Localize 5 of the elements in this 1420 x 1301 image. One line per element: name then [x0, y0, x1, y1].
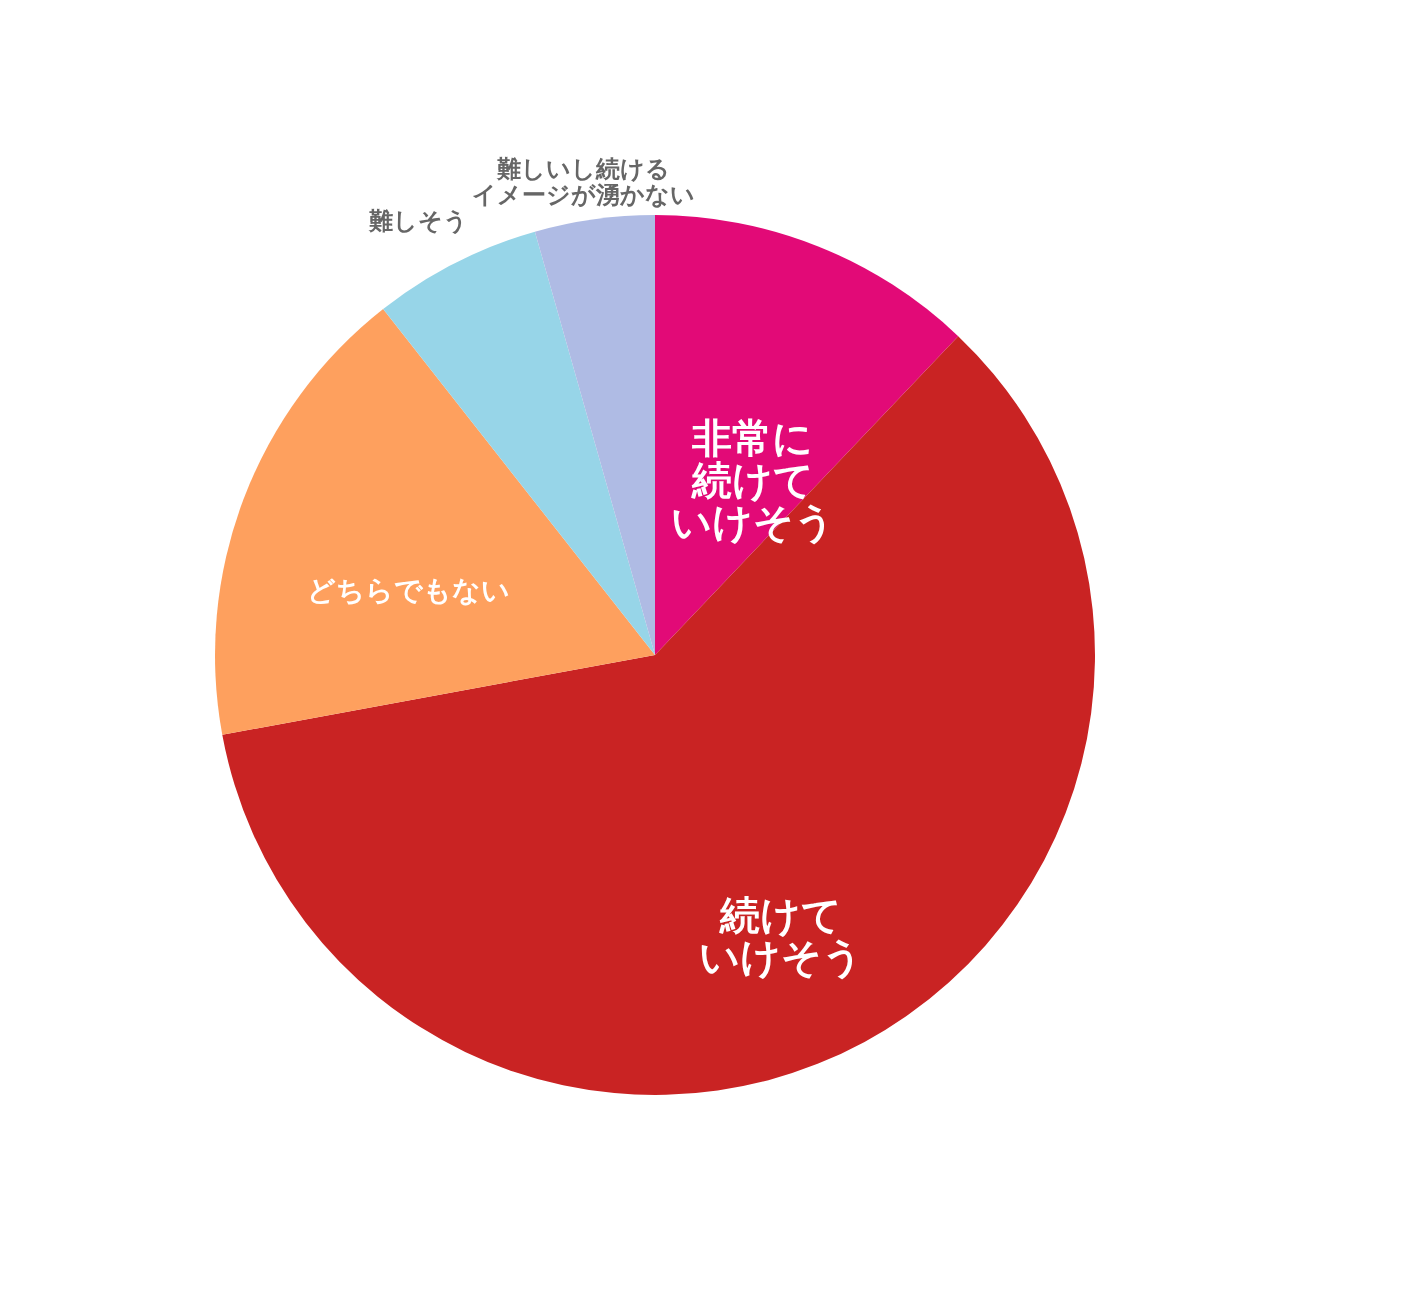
slice-label: 難しそう	[368, 206, 469, 235]
slice-label: 続けていけそう	[698, 892, 863, 981]
slice-label: 非常に続けていけそう	[670, 414, 835, 545]
slice-label: どちらでもない	[306, 573, 510, 607]
slice-label: 難しいし続けるイメージが湧かない	[471, 154, 695, 209]
